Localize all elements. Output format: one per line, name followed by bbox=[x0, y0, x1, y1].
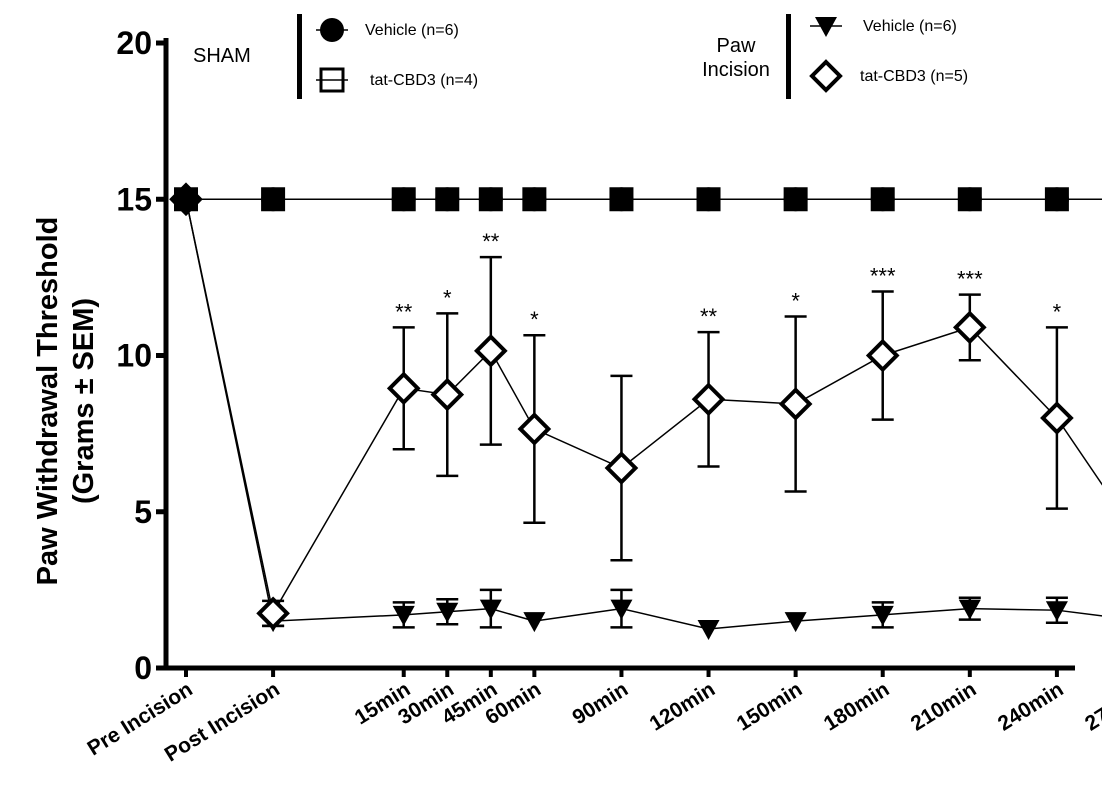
x-tick-label: 270min bbox=[1081, 678, 1102, 736]
significance-label: * bbox=[791, 288, 800, 313]
legend-bracket-paw bbox=[786, 14, 791, 99]
series-line bbox=[185, 199, 1102, 616]
data-point bbox=[174, 187, 198, 212]
data-point bbox=[479, 599, 502, 620]
y-tick-label: 0 bbox=[134, 650, 152, 686]
data-point bbox=[1040, 401, 1074, 435]
data-point bbox=[256, 596, 290, 631]
data-point bbox=[784, 612, 807, 633]
y-axis-label-line1: Paw Withdrawal Threshold bbox=[32, 217, 64, 586]
significance-annotations: ****** ****** **** bbox=[395, 229, 1061, 332]
legend-entry: tat-CBD3 (n=4) bbox=[316, 67, 478, 93]
data-point bbox=[430, 377, 465, 412]
x-tick-label: 240min bbox=[994, 678, 1068, 736]
data-point bbox=[871, 605, 894, 626]
legend-group-paw-incision: Paw Incision bbox=[702, 35, 770, 81]
x-tick-label: 210min bbox=[907, 678, 981, 736]
legend-bracket-sham bbox=[297, 14, 302, 99]
x-tick-label: 180min bbox=[820, 678, 894, 736]
data-point bbox=[435, 187, 460, 212]
significance-label: ** bbox=[482, 229, 500, 254]
data-point bbox=[523, 612, 546, 633]
x-tick-label: 120min bbox=[646, 678, 720, 736]
significance-label: *** bbox=[957, 267, 983, 292]
data-point bbox=[1045, 601, 1068, 622]
data-point bbox=[610, 599, 633, 620]
data-point bbox=[609, 187, 634, 212]
data-point bbox=[1044, 187, 1069, 212]
data-point bbox=[436, 602, 459, 623]
legend-label: tat-CBD3 (n=4) bbox=[370, 72, 478, 89]
significance-label: * bbox=[443, 285, 452, 310]
legend-marker bbox=[809, 59, 843, 93]
data-point bbox=[604, 451, 639, 485]
y-tick-label: 10 bbox=[116, 338, 152, 374]
y-tick-label: 15 bbox=[116, 181, 152, 217]
legend-entry: tat-CBD3 (n=5) bbox=[809, 59, 968, 93]
data-point bbox=[696, 187, 721, 212]
legend-marker bbox=[815, 17, 837, 37]
data-point bbox=[870, 187, 895, 212]
significance-label: * bbox=[530, 307, 539, 332]
significance-label: ** bbox=[395, 299, 413, 324]
data-point bbox=[783, 187, 808, 212]
data-point bbox=[865, 338, 900, 373]
legend: SHAM Paw Incision Vehicle (n=6) tat-CBD3 (n=… bbox=[193, 14, 968, 99]
data-point bbox=[261, 187, 286, 212]
data-point bbox=[952, 310, 987, 345]
series-diamond bbox=[169, 182, 1102, 631]
x-tick-label: 150min bbox=[733, 678, 807, 736]
data-point bbox=[778, 387, 813, 421]
data-point bbox=[386, 371, 421, 406]
legend-group-sham: SHAM bbox=[193, 45, 251, 67]
data-point bbox=[691, 382, 726, 417]
data-point bbox=[473, 333, 508, 368]
series-square bbox=[174, 187, 1102, 212]
series-layer bbox=[169, 182, 1102, 640]
data-point bbox=[697, 619, 720, 640]
series-line bbox=[185, 199, 1102, 630]
legend-marker bbox=[320, 18, 344, 42]
legend-entry: Vehicle (n=6) bbox=[810, 17, 957, 37]
data-point bbox=[522, 187, 547, 212]
legend-entry: Vehicle (n=6) bbox=[316, 18, 459, 42]
data-point bbox=[392, 605, 415, 626]
legend-label: tat-CBD3 (n=5) bbox=[860, 68, 968, 85]
legend-marker bbox=[319, 67, 345, 93]
series-triangle-down bbox=[175, 190, 1102, 640]
significance-label: *** bbox=[870, 263, 896, 288]
data-point bbox=[478, 187, 503, 212]
significance-label: ** bbox=[700, 304, 718, 329]
significance-label: * bbox=[1053, 299, 1062, 324]
y-tick-label: 5 bbox=[134, 494, 152, 530]
data-point bbox=[517, 412, 552, 446]
data-point bbox=[958, 599, 981, 620]
y-axis-label: Paw Withdrawal Threshold (Grams ± SEM) bbox=[32, 217, 100, 586]
y-tick-label: 20 bbox=[116, 25, 152, 61]
data-point bbox=[391, 187, 416, 212]
data-point bbox=[957, 187, 982, 212]
x-tick-label: 90min bbox=[568, 678, 632, 730]
legend-label: Vehicle (n=6) bbox=[863, 18, 957, 35]
y-axis-label-line2: (Grams ± SEM) bbox=[68, 298, 100, 504]
legend-label: Vehicle (n=6) bbox=[365, 22, 459, 39]
